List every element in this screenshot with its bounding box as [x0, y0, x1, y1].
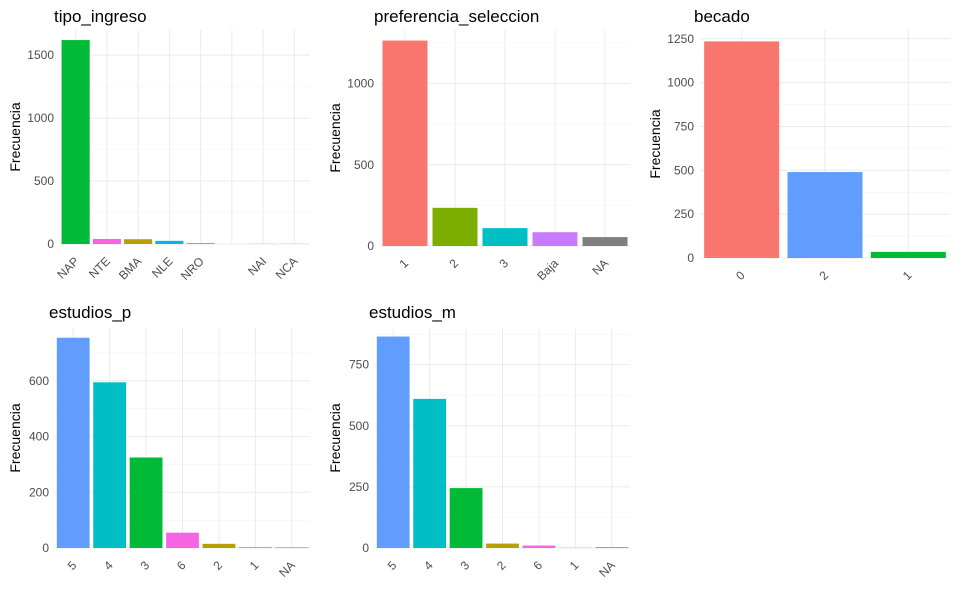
y-tick-label: 400	[29, 430, 49, 444]
panel-estudios-m: 0 250 500 750 5 4 3 2 6 1 NA estudios_m Frecuencia	[327, 303, 630, 580]
bar-5	[56, 337, 90, 548]
bar-NA	[275, 547, 309, 548]
y-tick-label: 600	[29, 374, 49, 388]
bar-NLE	[155, 240, 184, 244]
x-tick-label: 5	[385, 558, 400, 573]
x-tick-label: 4	[421, 558, 436, 573]
bar-2	[486, 543, 519, 548]
x-tick-label: 0	[733, 268, 748, 283]
y-tick-label: 500	[354, 158, 374, 172]
y-axis-label: Frecuencia	[7, 102, 23, 171]
x-tick-label: Baja	[534, 256, 561, 283]
chart-title: tipo_ingreso	[54, 7, 147, 26]
x-tick-label: 4	[101, 558, 116, 573]
y-tick-label: 500	[34, 174, 54, 188]
bar-1	[238, 547, 272, 548]
x-tick-label: NLE	[149, 254, 175, 280]
x-tick-label: 6	[530, 558, 545, 573]
y-tick-label: 500	[349, 419, 369, 433]
bar-3	[449, 488, 483, 548]
x-tick-label: 2	[816, 268, 831, 283]
y-axis-label: Frecuencia	[327, 403, 343, 472]
y-tick-label: 750	[674, 119, 694, 133]
y-tick-label: 0	[362, 541, 369, 555]
y-tick-label: 250	[674, 207, 694, 221]
bar-Baja	[532, 232, 578, 246]
panel-becado: 0 250 500 750 1000 1250 0 2 1 becado Frecuencia	[647, 7, 950, 283]
chart-title: becado	[694, 7, 750, 26]
x-tick-label: 1	[396, 256, 411, 271]
y-axis-label: Frecuencia	[7, 403, 23, 472]
bar-6	[166, 532, 199, 548]
bar-2	[787, 172, 863, 258]
y-tick-label: 200	[29, 485, 49, 499]
x-tick-label: NAP	[54, 254, 81, 281]
chart-title: estudios_m	[369, 303, 456, 322]
x-tick-label: 2	[210, 558, 225, 573]
x-tick-label: BMA	[116, 254, 144, 282]
y-tick-label: 750	[349, 358, 369, 372]
y-tick-label: 1000	[667, 76, 694, 90]
bar-1	[870, 251, 946, 258]
panel-preferencia-seleccion: 0 500 1000 1 2 3 Baja NA preferencia_seleccion Fr…	[327, 7, 630, 283]
x-tick-label: 2	[494, 558, 509, 573]
y-tick-label: 500	[674, 163, 694, 177]
chart-title: preferencia_seleccion	[374, 7, 539, 26]
bar-NAP	[61, 40, 90, 244]
bar-NA	[582, 237, 628, 246]
panel-tipo-ingreso: 0 500 1000 1500 NAP NTE BMA NLE NRO NAI NCA tipo_in…	[7, 7, 310, 283]
x-tick-label: 2	[446, 256, 461, 271]
y-tick-label: 0	[367, 239, 374, 253]
y-tick-label: 0	[47, 237, 54, 251]
bar-BMA	[124, 239, 153, 244]
bar-NTE	[92, 238, 121, 244]
bar-2	[202, 543, 236, 548]
chart-title: estudios_p	[49, 303, 131, 322]
bar-NA	[595, 547, 629, 548]
x-tick-label: 1	[900, 268, 915, 283]
x-tick-label: NA	[589, 256, 611, 278]
bar-0	[704, 41, 780, 259]
x-tick-label: NTE	[86, 254, 113, 281]
y-tick-label: 1250	[667, 32, 694, 46]
y-tick-label: 250	[349, 480, 369, 494]
panel-estudios-p: 0 200 400 600 5 4 3 6 2 1 NA estudios_p Frecuencia	[7, 303, 310, 580]
bar-NRO	[186, 242, 215, 244]
y-axis-label: Frecuencia	[327, 103, 343, 172]
x-tick-label: 3	[458, 558, 473, 573]
x-tick-label: NA	[276, 558, 298, 580]
x-tick-label: NAI	[245, 254, 269, 278]
x-tick-label: NA	[596, 558, 618, 580]
x-tick-label: 6	[174, 558, 189, 573]
x-tick-label: 3	[496, 256, 511, 271]
bar-3	[482, 228, 528, 246]
y-axis-label: Frecuencia	[647, 109, 663, 178]
y-tick-label: 1000	[347, 77, 374, 91]
y-tick-label: 1500	[27, 48, 54, 62]
x-tick-label: 5	[65, 558, 80, 573]
bar-4	[93, 382, 127, 548]
bar-5	[376, 336, 410, 548]
bar-3	[129, 457, 163, 548]
x-tick-label: NCA	[273, 254, 301, 282]
bar-2	[432, 207, 478, 246]
x-tick-label: 1	[247, 558, 262, 573]
bar-6	[522, 545, 556, 548]
x-tick-label: 3	[138, 558, 153, 573]
bar-1	[382, 40, 428, 246]
x-tick-label: NRO	[178, 254, 207, 283]
x-tick-label: 1	[567, 558, 582, 573]
y-tick-label: 1000	[27, 111, 54, 125]
bar-4	[413, 398, 447, 548]
y-tick-label: 0	[42, 541, 49, 555]
y-tick-label: 0	[687, 251, 694, 265]
